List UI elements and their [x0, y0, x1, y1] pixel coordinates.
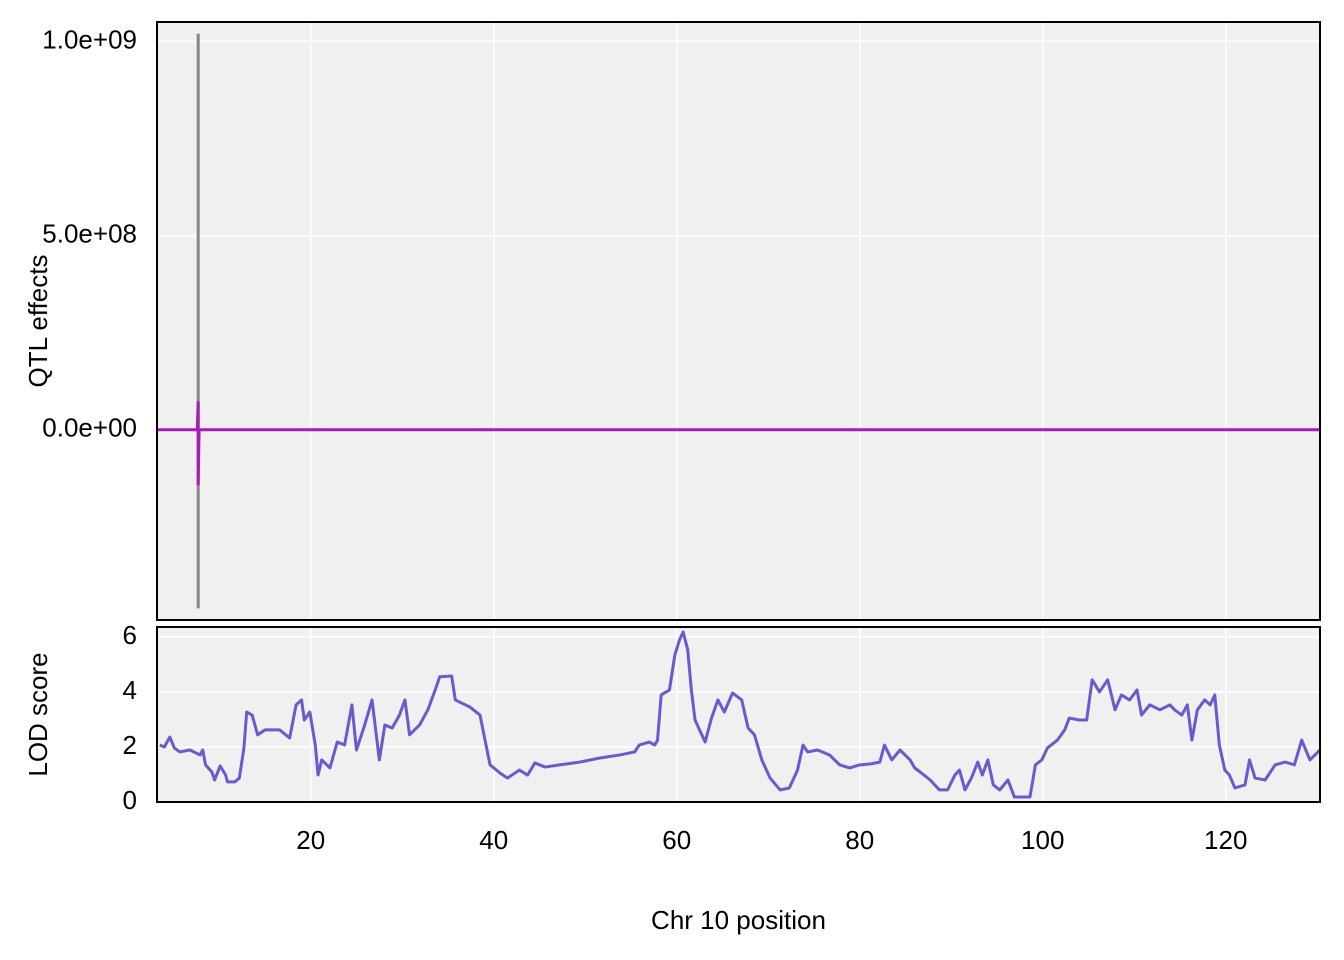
- plot-frame: [156, 21, 1321, 621]
- x-tick-label: 120: [1204, 825, 1247, 855]
- x-tick-label: 60: [662, 825, 691, 855]
- series-line: [159, 630, 1320, 799]
- x-tick-label: 20: [296, 825, 325, 855]
- y-tick-label: 0: [123, 785, 137, 815]
- y-tick-label: 6: [123, 620, 137, 650]
- y-axis-title: LOD score: [23, 652, 53, 776]
- x-tick-label: 100: [1021, 825, 1064, 855]
- plot-background: [157, 22, 1320, 620]
- x-tick-label: 80: [845, 825, 874, 855]
- y-tick-label: 0.0e+00: [42, 413, 137, 443]
- plot-background: [157, 627, 1320, 802]
- y-tick-label: 1.0e+09: [42, 24, 137, 54]
- x-axis-title: Chr 10 position: [651, 905, 826, 935]
- y-tick-label: 2: [123, 730, 137, 760]
- y-axis-title: QTL effects: [23, 255, 53, 388]
- y-tick-label: 4: [123, 675, 137, 705]
- series-line: [157, 401, 1320, 486]
- plot-frame: [156, 626, 1321, 803]
- y-tick-label: 5.0e+08: [42, 218, 137, 248]
- x-tick-label: 40: [479, 825, 508, 855]
